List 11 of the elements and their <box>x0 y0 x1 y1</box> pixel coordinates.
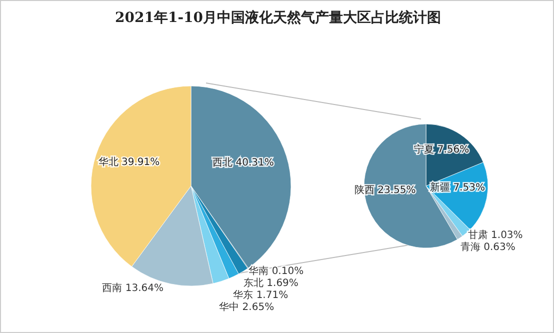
slice-label: 华北 39.91% <box>98 156 160 168</box>
slice-label: 华南 0.10% <box>248 264 304 277</box>
slice-label: 新疆 7.53% <box>430 182 485 194</box>
slice-label: 东北 1.69% <box>243 276 298 289</box>
slice-label: 华东 1.71% <box>233 288 288 301</box>
slice-label: 青海 0.63% <box>460 241 516 254</box>
slice-label: 西北 40.31% <box>212 156 274 169</box>
chart-title: 2021年1-10月中国液化天然气产量大区占比统计图 <box>114 9 442 27</box>
slice-label: 西南 13.64% <box>102 282 164 294</box>
slice-label: 甘肃 1.03% <box>468 229 523 242</box>
slice-label: 华中 2.65% <box>219 300 274 313</box>
